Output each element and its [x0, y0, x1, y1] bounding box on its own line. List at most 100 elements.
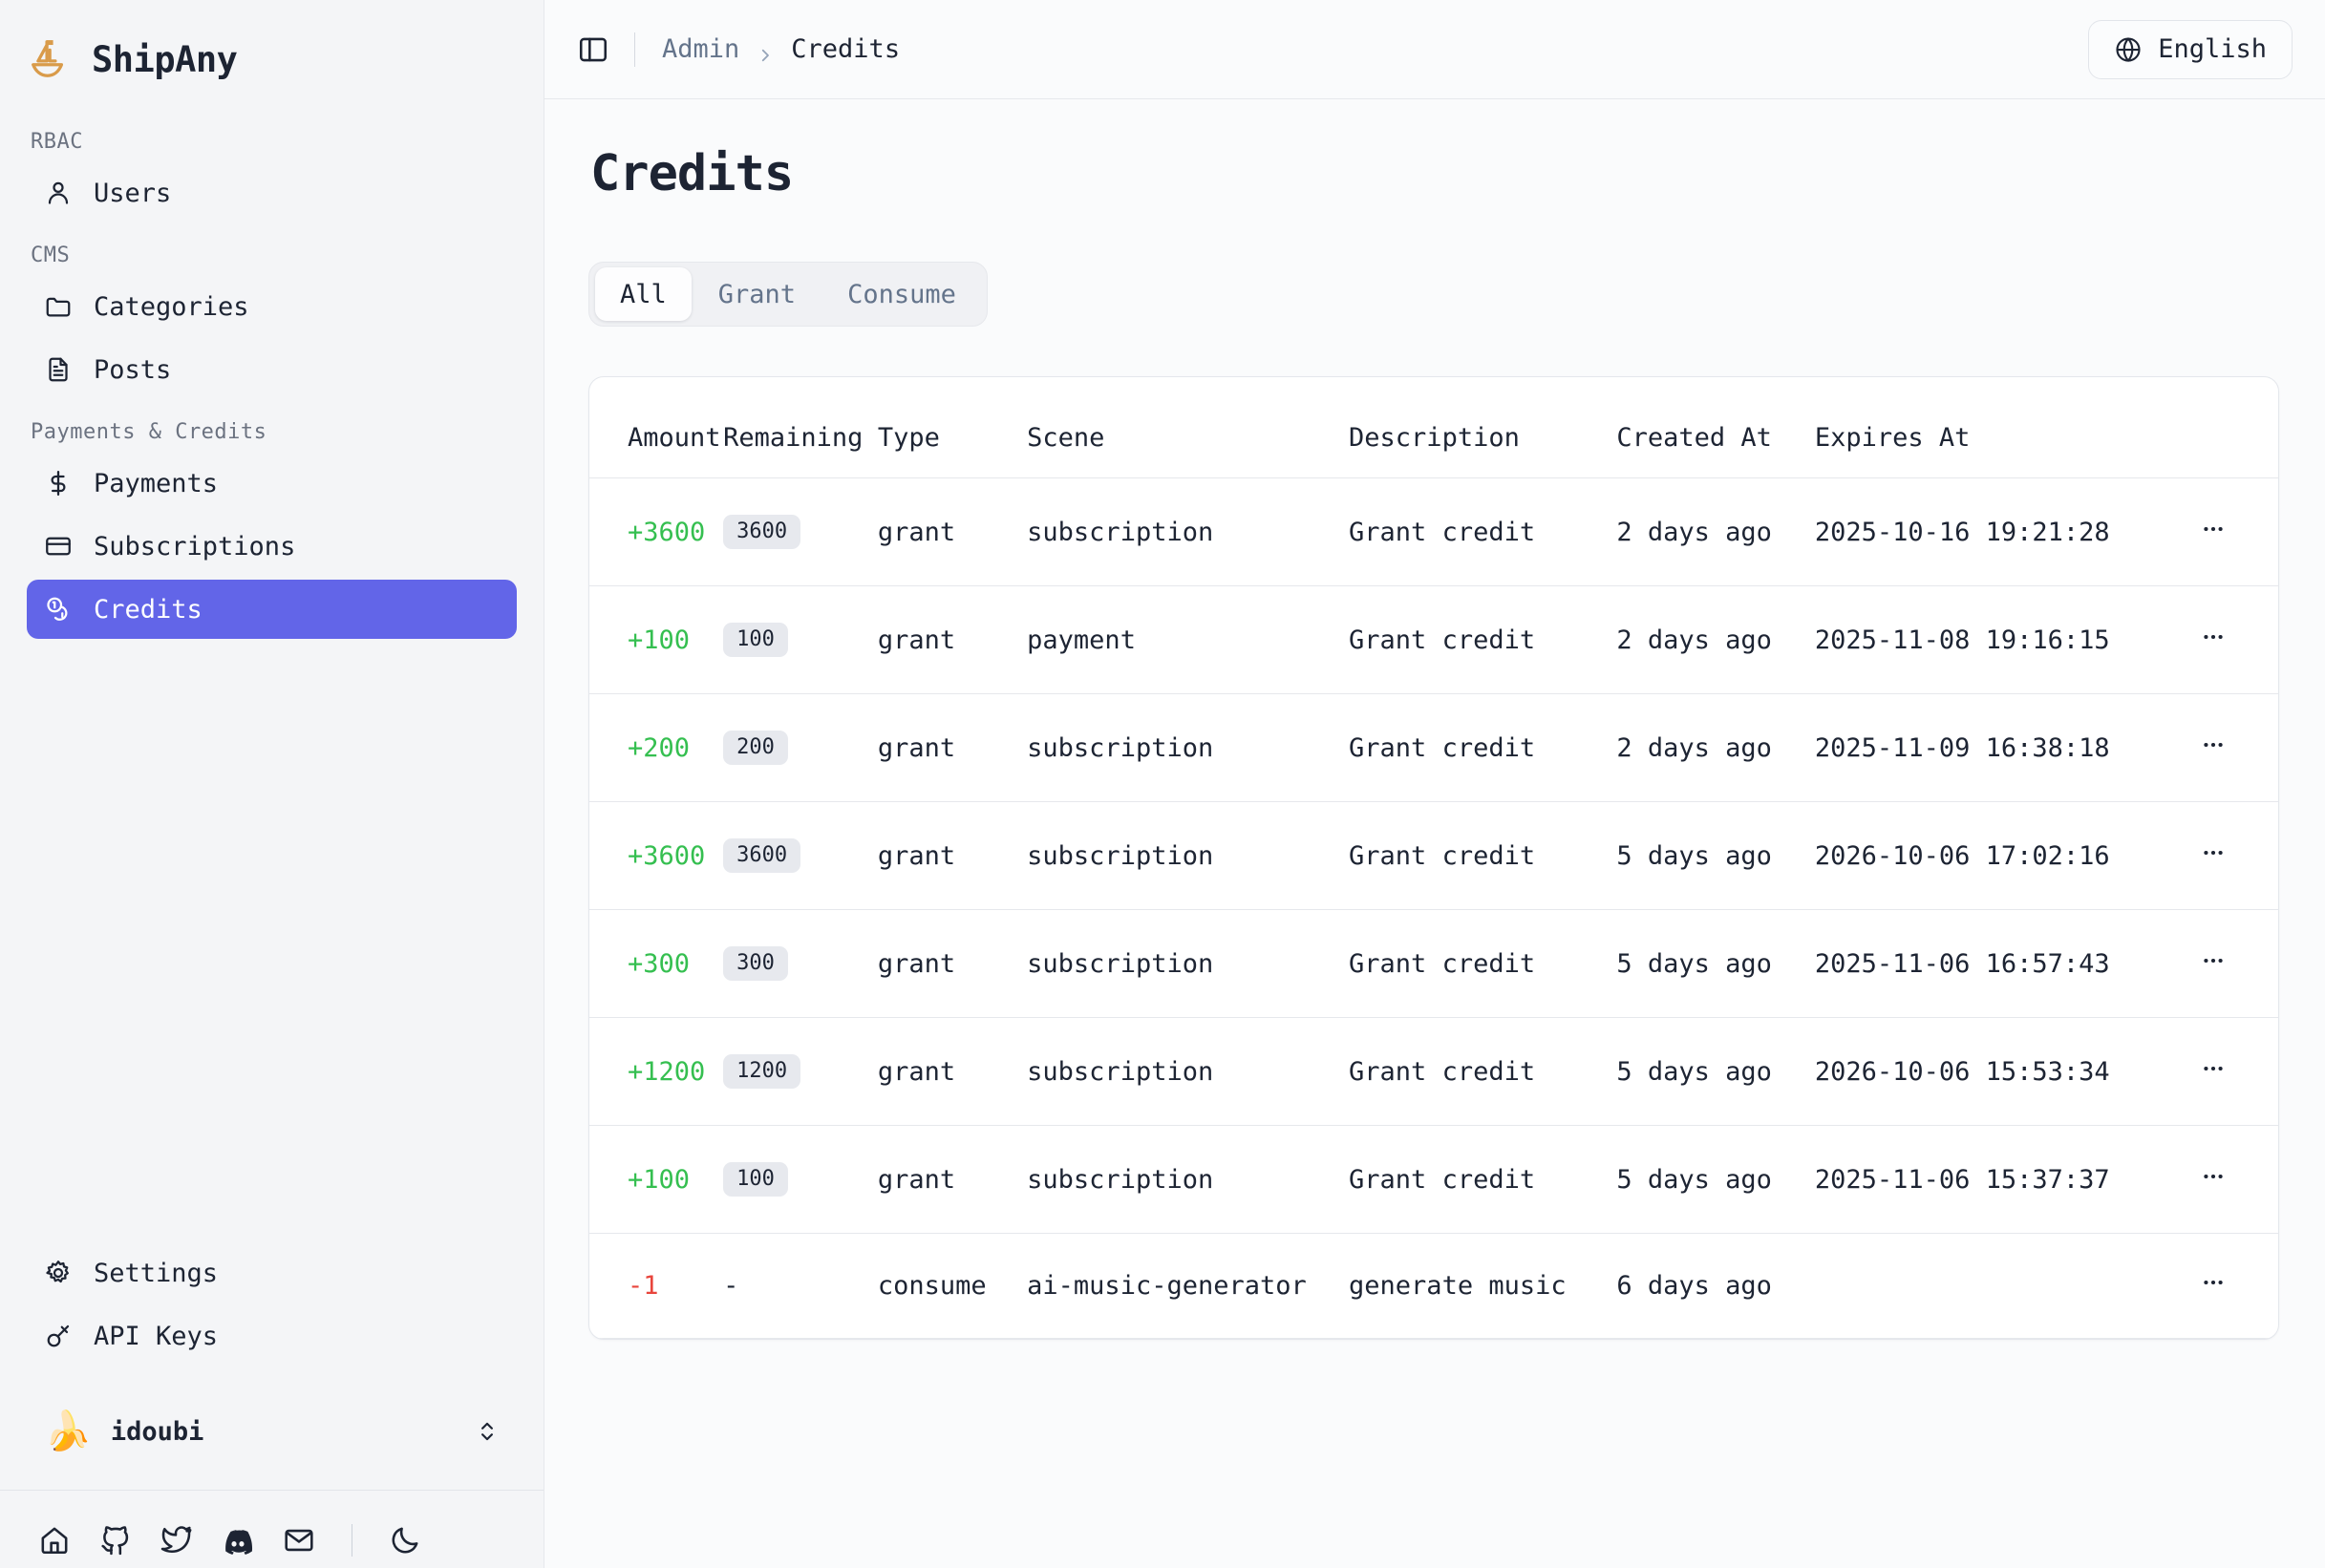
sidebar-item-categories[interactable]: Categories: [27, 277, 517, 336]
table-row[interactable]: +100 100 grant subscription Grant credit 5 da…: [589, 1125, 2278, 1234]
table-row[interactable]: +100 100 grant payment Grant credit 2 days ag…: [589, 585, 2278, 694]
sidebar-item-api-keys[interactable]: API Keys: [27, 1306, 517, 1366]
cell-expires-at: 2026-10-06 15:53:34: [1814, 1017, 2202, 1126]
cell-type: grant: [877, 909, 1028, 1018]
table-row[interactable]: +300 300 grant subscription Grant credit 5 da…: [589, 909, 2278, 1018]
sidebar-item-label: Posts: [94, 354, 172, 385]
tab-grant[interactable]: Grant: [717, 279, 797, 309]
brand[interactable]: ShipAny: [0, 0, 544, 92]
more-horizontal-icon[interactable]: [2201, 1164, 2226, 1189]
cell-description: Grant credit: [1349, 585, 1617, 694]
cell-remaining: 3600: [723, 801, 878, 910]
nav-group-label-cms: CMS: [31, 244, 71, 267]
cell-actions: [2201, 585, 2278, 694]
breadcrumb-current: Credits: [791, 34, 901, 64]
cell-description: Grant credit: [1349, 801, 1617, 910]
sidebar-item-credits[interactable]: Credits: [27, 580, 517, 639]
sidebar-item-label: Credits: [94, 594, 203, 625]
cell-amount: -1: [589, 1233, 724, 1339]
cell-type: grant: [877, 585, 1028, 694]
cell-actions: [2201, 1125, 2278, 1234]
column-header-expires-at: Expires At: [1814, 377, 2202, 478]
remaining-badge: 100: [723, 623, 788, 657]
mail-icon[interactable]: [283, 1524, 315, 1557]
cell-created-at: 2 days ago: [1616, 477, 1815, 586]
nav-group-label-payments: Payments & Credits: [31, 420, 267, 444]
sidebar-item-subscriptions[interactable]: Subscriptions: [27, 517, 517, 576]
discord-icon[interactable]: [222, 1524, 254, 1557]
github-icon[interactable]: [99, 1524, 132, 1557]
breadcrumb-parent[interactable]: Admin: [662, 34, 740, 64]
chevron-right-icon: [757, 41, 774, 61]
cell-type: consume: [877, 1233, 1028, 1339]
cell-amount: +200: [589, 693, 724, 802]
twitter-icon[interactable]: [160, 1524, 193, 1557]
credits-table-card: Amount Remaining Type Scene Description …: [588, 376, 2279, 1340]
tab-all[interactable]: All: [595, 267, 692, 321]
cell-expires-at: 2026-10-06 17:02:16: [1814, 801, 2202, 910]
table-head: Amount Remaining Type Scene Description …: [589, 377, 2278, 478]
cell-description: Grant credit: [1349, 909, 1617, 1018]
more-horizontal-icon[interactable]: [2201, 1270, 2226, 1295]
cell-amount: +1200: [589, 1017, 724, 1126]
panel-left-icon[interactable]: [577, 33, 609, 66]
topbar: Admin Credits English: [544, 0, 2325, 99]
more-horizontal-icon[interactable]: [2201, 1056, 2226, 1081]
sidebar-item-label: API Keys: [94, 1321, 219, 1351]
table-row[interactable]: +1200 1200 grant subscription Grant credit 5 …: [589, 1017, 2278, 1126]
sidebar-item-label: Payments: [94, 468, 219, 498]
tab-consume[interactable]: Consume: [847, 279, 956, 309]
cell-created-at: 5 days ago: [1616, 1125, 1815, 1234]
moon-icon[interactable]: [389, 1524, 421, 1557]
more-horizontal-icon[interactable]: [2201, 840, 2226, 865]
table-row[interactable]: +3600 3600 grant subscription Grant credit 2 …: [589, 477, 2278, 586]
sidebar-spacer: [0, 643, 544, 1222]
page-content: Credits All Grant Consume Amount Remaini…: [544, 99, 2325, 1340]
cell-description: generate music: [1349, 1233, 1617, 1339]
language-button[interactable]: English: [2088, 19, 2293, 79]
cell-expires-at: 2025-10-16 19:21:28: [1814, 477, 2202, 586]
main-area: Admin Credits English Credits All Gran: [544, 0, 2325, 1568]
cell-actions: [2201, 909, 2278, 1018]
user-switcher[interactable]: 🍌 idoubi: [27, 1394, 517, 1469]
remaining-badge: 1200: [723, 1054, 801, 1089]
sidebar-item-settings[interactable]: Settings: [27, 1243, 517, 1303]
table-row[interactable]: -1- consume ai-music-generator generate mus…: [589, 1233, 2278, 1339]
cell-description: Grant credit: [1349, 1017, 1617, 1126]
more-horizontal-icon[interactable]: [2201, 625, 2226, 649]
cell-actions: [2201, 477, 2278, 586]
column-header-created-at: Created At: [1616, 377, 1815, 478]
cell-scene: subscription: [1027, 1017, 1350, 1126]
key-icon: [44, 1322, 73, 1350]
cell-remaining: 3600: [723, 477, 878, 586]
sidebar-item-users[interactable]: Users: [27, 163, 517, 222]
cell-created-at: 5 days ago: [1616, 801, 1815, 910]
cell-created-at: 5 days ago: [1616, 1017, 1815, 1126]
cell-expires-at: 2025-11-08 19:16:15: [1814, 585, 2202, 694]
cell-remaining: -: [723, 1233, 878, 1339]
user-icon: [44, 179, 73, 207]
breadcrumb: Admin Credits: [662, 34, 900, 64]
cell-expires-at: 2025-11-09 16:38:18: [1814, 693, 2202, 802]
more-horizontal-icon[interactable]: [2201, 517, 2226, 541]
cell-type: grant: [877, 1017, 1028, 1126]
cell-scene: subscription: [1027, 909, 1350, 1018]
sidebar-item-label: Categories: [94, 291, 249, 322]
sidebar-item-payments[interactable]: Payments: [27, 454, 517, 513]
more-horizontal-icon[interactable]: [2201, 948, 2226, 973]
remaining-badge: 200: [723, 731, 788, 765]
sidebar-bottom-nav: Settings API Keys: [0, 1243, 544, 1369]
topbar-right: English: [2088, 19, 2293, 79]
nav-group-label-rbac: RBAC: [31, 130, 83, 154]
cell-expires-at: 2025-11-06 16:57:43: [1814, 909, 2202, 1018]
globe-icon: [2114, 35, 2143, 64]
filter-tabs: All Grant Consume: [588, 262, 988, 327]
cell-actions: [2201, 693, 2278, 802]
cell-scene: subscription: [1027, 801, 1350, 910]
home-icon[interactable]: [38, 1524, 71, 1557]
more-horizontal-icon[interactable]: [2201, 732, 2226, 757]
table-row[interactable]: +200 200 grant subscription Grant credit 2 da…: [589, 693, 2278, 802]
sidebar-item-posts[interactable]: Posts: [27, 340, 517, 399]
table-row[interactable]: +3600 3600 grant subscription Grant credit 5 …: [589, 801, 2278, 910]
